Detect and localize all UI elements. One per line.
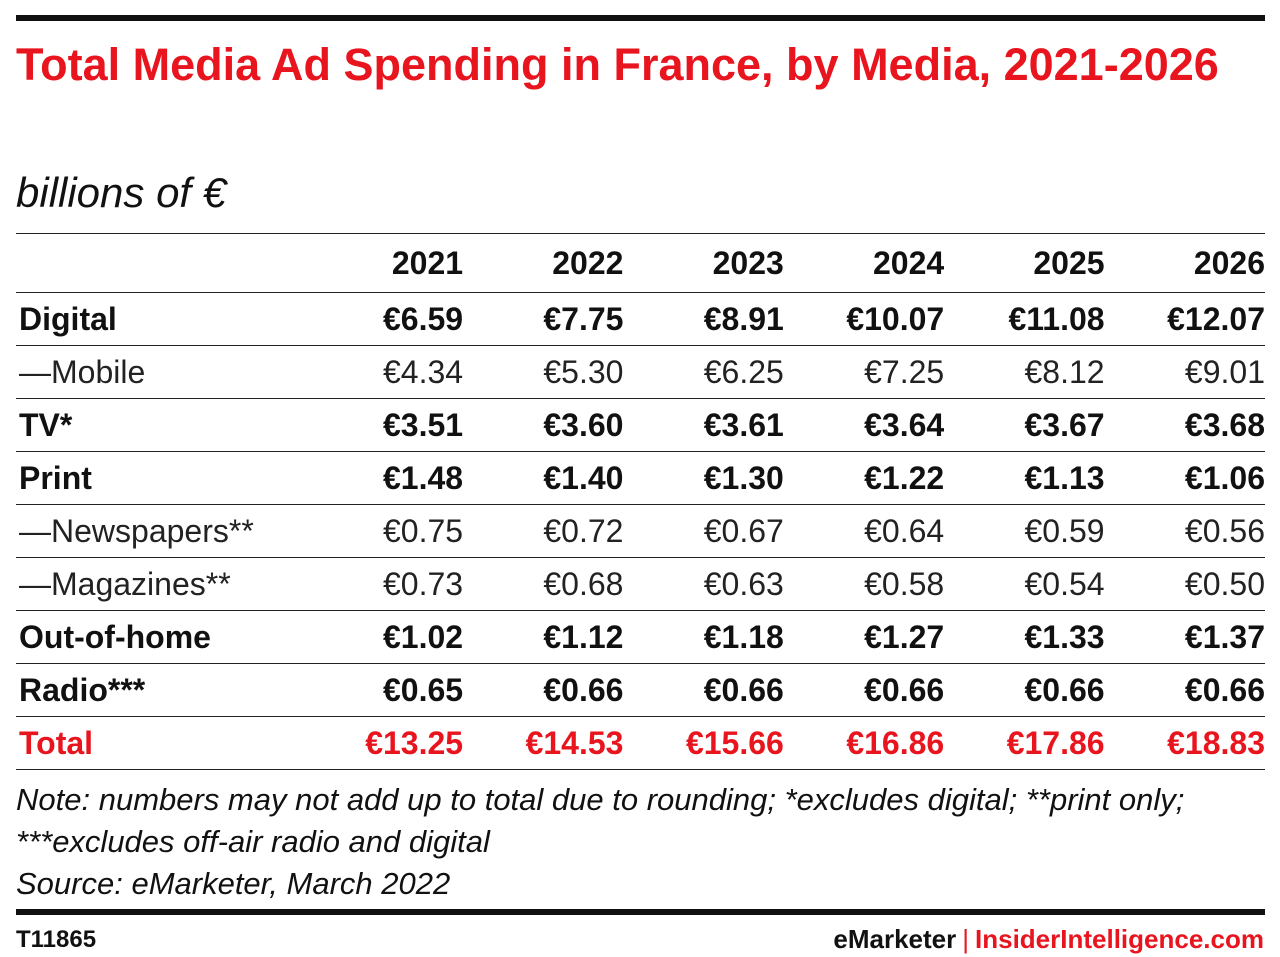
table-row: TV* €3.51 €3.60 €3.61 €3.64 €3.67 €3.68 [16, 398, 1265, 452]
row-label: Out-of-home [16, 610, 303, 664]
table-cell: €15.66 [623, 716, 784, 770]
table-cell: €1.30 [623, 451, 784, 505]
brand-separator: | [962, 924, 970, 954]
notes: Note: numbers may not add up to total du… [16, 779, 1266, 905]
column-header: 2021 [302, 233, 464, 293]
table-cell: €0.66 [944, 663, 1105, 717]
source-text: Source: eMarketer, March 2022 [16, 866, 451, 901]
table-cell: €0.63 [623, 557, 784, 611]
table-cell: €1.22 [783, 451, 945, 505]
table-cell: €0.67 [623, 504, 784, 558]
table-cell: €16.86 [783, 716, 945, 770]
table-cell: €1.12 [463, 610, 624, 664]
column-header: 2025 [944, 233, 1105, 293]
table-cell: €1.13 [944, 451, 1105, 505]
table-cell: €3.61 [623, 398, 784, 452]
table-cell: €0.64 [783, 504, 945, 558]
table-cell: €3.64 [783, 398, 945, 452]
table-cell: €1.48 [302, 451, 464, 505]
table-cell: €17.86 [944, 716, 1105, 770]
top-rule [16, 15, 1265, 21]
table-cell: €8.12 [944, 345, 1105, 399]
data-table: 2021 2022 2023 2024 2025 2026 Digital €6.59 €7.… [16, 233, 1265, 770]
row-label: Radio*** [16, 663, 303, 717]
row-label: —Newspapers** [16, 504, 303, 558]
row-label: —Mobile [16, 345, 303, 399]
table-cell: €0.54 [944, 557, 1105, 611]
brand-logo: eMarketer | InsiderIntelligence.com [833, 924, 1264, 955]
table-cell: €1.18 [623, 610, 784, 664]
table-cell: €0.50 [1104, 557, 1265, 611]
table-cell: €0.66 [783, 663, 945, 717]
table-cell: €3.68 [1104, 398, 1265, 452]
table-cell: €1.06 [1104, 451, 1265, 505]
row-label: —Magazines** [16, 557, 303, 611]
table-cell: €3.51 [302, 398, 464, 452]
brand-emarketer: eMarketer [833, 924, 957, 954]
table-row: Out-of-home €1.02 €1.12 €1.18 €1.27 €1.33 €1.3… [16, 610, 1265, 664]
column-header: 2026 [1104, 233, 1265, 293]
table-cell: €5.30 [463, 345, 624, 399]
brand-insider-intelligence: InsiderIntelligence.com [975, 924, 1264, 954]
chart-title: Total Media Ad Spending in France, by Me… [16, 39, 1219, 90]
table-row: Digital €6.59 €7.75 €8.91 €10.07 €11.08 €12.07 [16, 292, 1265, 346]
table-cell: €1.37 [1104, 610, 1265, 664]
table-cell: €0.72 [463, 504, 624, 558]
column-header: 2023 [623, 233, 784, 293]
table-cell: €6.59 [302, 292, 464, 346]
table-cell: €14.53 [463, 716, 624, 770]
table-cell: €4.34 [302, 345, 464, 399]
bottom-rule [16, 909, 1265, 915]
table-row: Total €13.25 €14.53 €15.66 €16.86 €17.86 €18.8… [16, 716, 1265, 770]
table-cell: €0.65 [302, 663, 464, 717]
table-cell: €9.01 [1104, 345, 1265, 399]
table-cell: €0.66 [623, 663, 784, 717]
table-cell: €18.83 [1104, 716, 1265, 770]
table-cell: €7.25 [783, 345, 945, 399]
row-label: TV* [16, 398, 303, 452]
table-row: Print €1.48 €1.40 €1.30 €1.22 €1.13 €1.06 [16, 451, 1265, 505]
column-header: 2022 [463, 233, 624, 293]
table-row: Radio*** €0.65 €0.66 €0.66 €0.66 €0.66 €0.66 [16, 663, 1265, 717]
table-cell: €3.60 [463, 398, 624, 452]
table-cell: €0.56 [1104, 504, 1265, 558]
table-row: —Mobile €4.34 €5.30 €6.25 €7.25 €8.12 €9.01 [16, 345, 1265, 399]
chart-id: T11865 [16, 926, 97, 953]
table-cell: €1.02 [302, 610, 464, 664]
table-row: —Newspapers** €0.75 €0.72 €0.67 €0.64 €0.59 €0… [16, 504, 1265, 558]
table-cell: €1.27 [783, 610, 945, 664]
row-label: Print [16, 451, 303, 505]
header-row: 2021 2022 2023 2024 2025 2026 [16, 233, 1265, 293]
table-cell: €1.40 [463, 451, 624, 505]
table-cell: €0.66 [1104, 663, 1265, 717]
table-cell: €0.66 [463, 663, 624, 717]
row-label: Total [16, 716, 303, 770]
row-label: Digital [16, 292, 303, 346]
table-cell: €10.07 [783, 292, 945, 346]
table-cell: €0.68 [463, 557, 624, 611]
table-cell: €0.73 [302, 557, 464, 611]
table-cell: €8.91 [623, 292, 784, 346]
table-cell: €0.58 [783, 557, 945, 611]
table-body: Digital €6.59 €7.75 €8.91 €10.07 €11.08 €12.07… [16, 292, 1265, 770]
table-cell: €0.75 [302, 504, 464, 558]
table-cell: €3.67 [944, 398, 1105, 452]
table-cell: €13.25 [302, 716, 464, 770]
table-cell: €1.33 [944, 610, 1105, 664]
table-cell: €12.07 [1104, 292, 1265, 346]
table-cell: €11.08 [944, 292, 1105, 346]
table-cell: €6.25 [623, 345, 784, 399]
table-cell: €7.75 [463, 292, 624, 346]
chart-subtitle: billions of € [16, 169, 227, 216]
header-corner [16, 233, 303, 293]
table-row: —Magazines** €0.73 €0.68 €0.63 €0.58 €0.54 €0.… [16, 557, 1265, 611]
table-cell: €0.59 [944, 504, 1105, 558]
column-header: 2024 [783, 233, 945, 293]
note-text: Note: numbers may not add up to total du… [16, 782, 1185, 859]
